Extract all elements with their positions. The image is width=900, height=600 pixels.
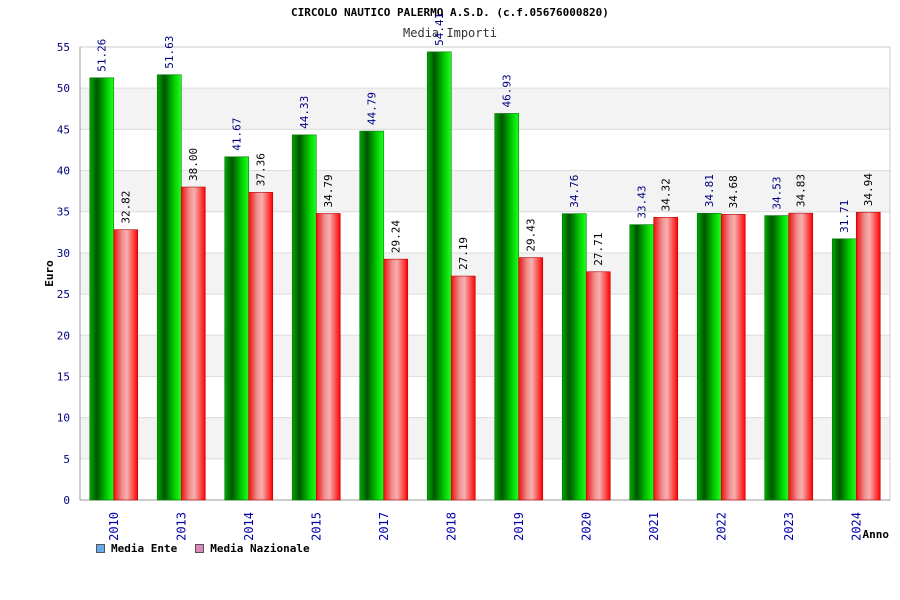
y-tick-label: 0: [63, 494, 70, 507]
bar-media-nazionale-2019: [518, 257, 544, 501]
bar-media-ente-2022: [696, 212, 722, 501]
data-label: 44.33: [298, 96, 311, 129]
data-label: 34.81: [703, 174, 716, 207]
data-label: 41.67: [231, 118, 244, 151]
x-tick-label: 2021: [647, 512, 661, 541]
data-label: 33.43: [636, 186, 649, 219]
data-label: 27.19: [457, 237, 470, 270]
x-tick-label: 2017: [377, 512, 391, 541]
bar-media-ente-2020: [561, 213, 587, 501]
y-tick-label: 25: [57, 288, 70, 301]
bar-media-ente-2021: [629, 224, 655, 501]
bar-media-ente-2023: [764, 215, 790, 501]
x-tick-label: 2018: [444, 512, 458, 541]
bar-media-nazionale-2021: [653, 217, 679, 501]
data-label: 44.79: [366, 92, 379, 125]
bar-media-ente-2018: [426, 51, 452, 501]
y-tick-label: 40: [57, 165, 70, 178]
bar-media-ente-2013: [156, 74, 182, 501]
legend-swatch-media-ente: [96, 544, 105, 553]
grid-band: [80, 88, 890, 130]
bar-media-nazionale-2023: [788, 212, 814, 501]
data-label: 34.94: [862, 173, 875, 206]
legend-label-media-nazionale: Media Nazionale: [210, 542, 310, 555]
chart-subtitle: Media Importi: [403, 26, 497, 40]
data-label: 37.36: [255, 153, 268, 186]
data-label: 27.71: [592, 233, 605, 266]
data-label: 34.32: [660, 178, 673, 211]
bar-media-nazionale-2020: [585, 271, 611, 501]
legend-item-media-nazionale: Media Nazionale: [195, 542, 310, 555]
legend-swatch-media-nazionale: [195, 544, 205, 553]
y-axis-title: Euro: [43, 260, 56, 287]
data-label: 29.24: [390, 220, 403, 253]
chart-title: CIRCOLO NAUTICO PALERMO A.S.D. (c.f.0567…: [291, 6, 609, 19]
bar-media-nazionale-2018: [450, 275, 476, 501]
y-tick-label: 10: [57, 412, 70, 425]
data-label: 34.79: [322, 174, 335, 207]
bar-media-ente-2019: [494, 113, 520, 501]
bar-media-nazionale-2024: [855, 211, 881, 501]
data-label: 51.63: [163, 36, 176, 69]
grid-band: [80, 417, 890, 459]
x-tick-label: 2022: [714, 512, 728, 541]
data-label: 29.43: [525, 218, 538, 251]
x-tick-label: 2024: [849, 512, 863, 541]
bar-media-ente-2014: [224, 156, 250, 501]
x-tick-label: 2015: [309, 512, 323, 541]
x-axis-title: Anno: [863, 528, 890, 541]
legend: Media Ente Media Nazionale: [96, 542, 310, 555]
legend-item-media-ente: Media Ente: [96, 542, 177, 555]
data-label: 54.41: [433, 13, 446, 46]
bar-media-nazionale-2013: [180, 186, 206, 501]
grid-band: [80, 335, 890, 377]
grid-band: [80, 170, 890, 212]
bar-media-nazionale-2022: [720, 214, 746, 501]
data-label: 32.82: [120, 191, 133, 224]
data-label: 34.76: [568, 175, 581, 208]
x-tick-label: 2020: [579, 512, 593, 541]
bar-media-nazionale-2015: [315, 213, 341, 501]
x-tick-label: 2010: [107, 512, 121, 541]
data-label: 34.83: [795, 174, 808, 207]
grid-band: [80, 252, 890, 295]
y-tick-label: 55: [57, 41, 70, 54]
data-label: 34.53: [771, 176, 784, 209]
data-label: 31.71: [838, 200, 851, 233]
legend-label-media-ente: Media Ente: [111, 542, 178, 555]
bar-media-ente-2024: [831, 238, 857, 501]
y-tick-label: 50: [57, 82, 70, 95]
y-tick-label: 5: [63, 453, 70, 466]
bar-media-ente-2010: [89, 77, 115, 501]
x-tick-label: 2014: [242, 512, 256, 541]
x-tick-label: 2023: [782, 512, 796, 541]
data-label: 46.93: [501, 74, 514, 107]
y-tick-label: 20: [57, 329, 70, 342]
data-label: 38.00: [187, 148, 200, 181]
bar-media-nazionale-2014: [248, 191, 274, 501]
y-tick-label: 15: [57, 370, 70, 383]
y-tick-label: 30: [57, 247, 70, 260]
bar-media-ente-2015: [291, 134, 317, 501]
bar-media-ente-2017: [359, 130, 385, 501]
y-tick-label: 45: [57, 123, 70, 136]
x-tick-label: 2019: [512, 512, 526, 541]
x-tick-label: 2013: [174, 512, 188, 541]
data-label: 51.26: [96, 39, 109, 72]
bar-media-nazionale-2017: [383, 258, 409, 501]
bar-media-nazionale-2010: [113, 229, 139, 501]
data-label: 34.68: [727, 175, 740, 208]
y-tick-label: 35: [57, 206, 70, 219]
